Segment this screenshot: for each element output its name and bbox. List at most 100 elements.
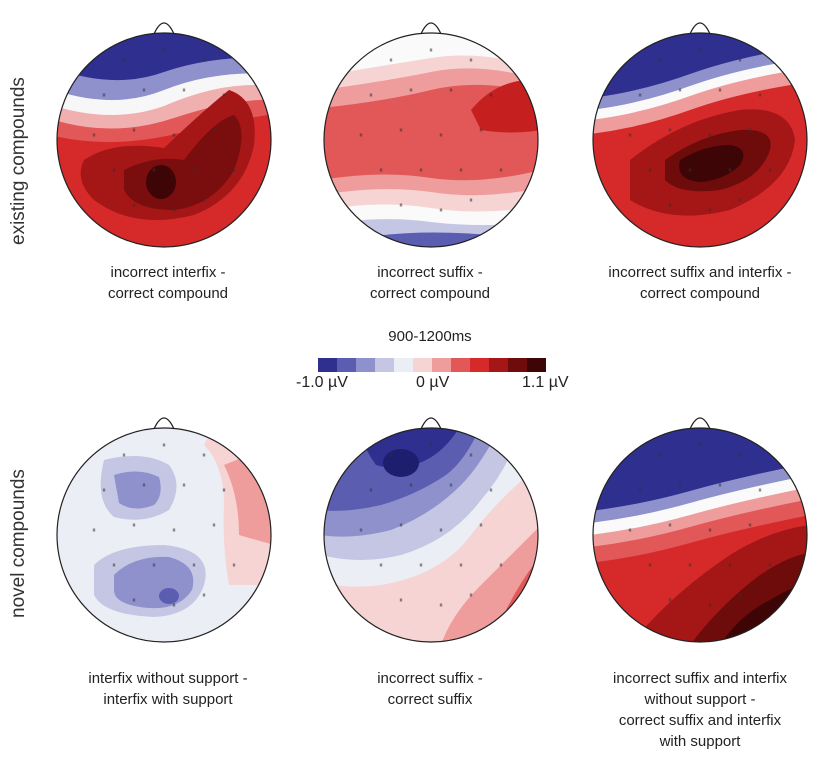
electrode-marker <box>499 168 503 172</box>
electrode-marker <box>638 93 642 97</box>
electrode-marker <box>469 58 473 62</box>
electrode-marker <box>389 58 393 62</box>
electrode-marker <box>132 128 136 132</box>
electrode-marker <box>449 483 453 487</box>
electrode-marker <box>162 48 166 52</box>
electrode-marker <box>192 168 196 172</box>
electrode-marker <box>678 483 682 487</box>
electrode-marker <box>359 133 363 137</box>
caption-novel-suffix: incorrect suffix - correct suffix <box>377 670 483 708</box>
electrode-marker <box>688 563 692 567</box>
scale-swatch <box>508 358 528 372</box>
nose-icon <box>153 417 175 430</box>
electrode-marker <box>499 563 503 567</box>
electrode-marker <box>648 168 652 172</box>
electrode-marker <box>768 563 772 567</box>
electrode-marker <box>658 453 662 457</box>
electrode-marker <box>419 563 423 567</box>
electrode-marker <box>379 168 383 172</box>
topomap-novel-interfix <box>56 417 272 643</box>
electrode-marker <box>92 528 96 532</box>
electrode-marker <box>142 88 146 92</box>
electrode-marker <box>429 443 433 447</box>
electrode-marker <box>638 488 642 492</box>
electrode-marker <box>102 488 106 492</box>
electrode-marker <box>409 483 413 487</box>
electrode-marker <box>222 93 226 97</box>
electrode-marker <box>678 88 682 92</box>
electrode-marker <box>489 488 493 492</box>
electrode-marker <box>479 523 483 527</box>
electrode-marker <box>212 523 216 527</box>
caption-existing-interfix: incorrect interfix - correct compound <box>107 264 229 302</box>
electrode-marker <box>708 528 712 532</box>
electrode-marker <box>369 93 373 97</box>
electrode-marker <box>112 168 116 172</box>
nose-icon <box>689 417 711 430</box>
caption-novel-suffix-interfix: incorrect suffix and interfix without sup… <box>613 670 787 750</box>
electrode-marker <box>399 598 403 602</box>
electrode-marker <box>132 598 136 602</box>
electrode-marker <box>439 208 443 212</box>
scale-title: 900-1200ms <box>388 328 472 345</box>
scale-swatch <box>451 358 471 372</box>
electrode-marker <box>359 528 363 532</box>
nose-icon <box>153 22 175 35</box>
electrode-marker <box>718 483 722 487</box>
electrode-marker <box>212 128 216 132</box>
electrode-marker <box>668 128 672 132</box>
electrode-marker <box>728 563 732 567</box>
row-label-novel: novel compounds <box>8 469 29 618</box>
electrode-marker <box>202 198 206 202</box>
row-label-existing: existing compounds <box>8 77 29 245</box>
electrode-marker <box>192 563 196 567</box>
electrode-marker <box>738 58 742 62</box>
electrode-marker <box>718 88 722 92</box>
topomap-existing-suffix-interfix <box>592 22 808 248</box>
scale-swatch <box>356 358 376 372</box>
electrode-marker <box>479 128 483 132</box>
electrode-marker <box>172 208 176 212</box>
electrode-marker <box>738 453 742 457</box>
electrode-marker <box>768 168 772 172</box>
scale-swatch <box>470 358 490 372</box>
electrode-marker <box>132 203 136 207</box>
nose-icon <box>420 22 442 35</box>
electrode-marker <box>628 528 632 532</box>
nose-icon <box>689 22 711 35</box>
electrode-marker <box>182 88 186 92</box>
electrode-marker <box>738 198 742 202</box>
scale-swatch <box>318 358 338 372</box>
electrode-marker <box>222 488 226 492</box>
electrode-marker <box>628 133 632 137</box>
electrode-marker <box>658 58 662 62</box>
electrode-marker <box>202 58 206 62</box>
topomap-existing-suffix <box>323 22 539 248</box>
topomap-existing-interfix <box>56 22 272 248</box>
electrode-marker <box>202 453 206 457</box>
electrode-marker <box>132 523 136 527</box>
electrode-marker <box>469 593 473 597</box>
electrode-marker <box>162 443 166 447</box>
electrode-marker <box>122 58 126 62</box>
electrode-marker <box>172 528 176 532</box>
electrode-marker <box>202 593 206 597</box>
scale-swatch <box>432 358 452 372</box>
electrode-marker <box>152 563 156 567</box>
electrode-marker <box>698 443 702 447</box>
electrode-marker <box>449 88 453 92</box>
electrode-marker <box>688 168 692 172</box>
caption-existing-suffix: incorrect suffix - correct compound <box>369 264 491 302</box>
electrode-marker <box>698 48 702 52</box>
electrode-marker <box>232 168 236 172</box>
electrode-marker <box>648 563 652 567</box>
caption-existing-suffix-interfix: incorrect suffix and interfix - correct c… <box>608 264 792 302</box>
electrode-marker <box>429 48 433 52</box>
electrode-marker <box>439 603 443 607</box>
electrode-marker <box>738 593 742 597</box>
electrode-marker <box>489 93 493 97</box>
electrode-marker <box>708 133 712 137</box>
electrode-marker <box>708 208 712 212</box>
electrode-marker <box>728 168 732 172</box>
electrode-marker <box>142 483 146 487</box>
